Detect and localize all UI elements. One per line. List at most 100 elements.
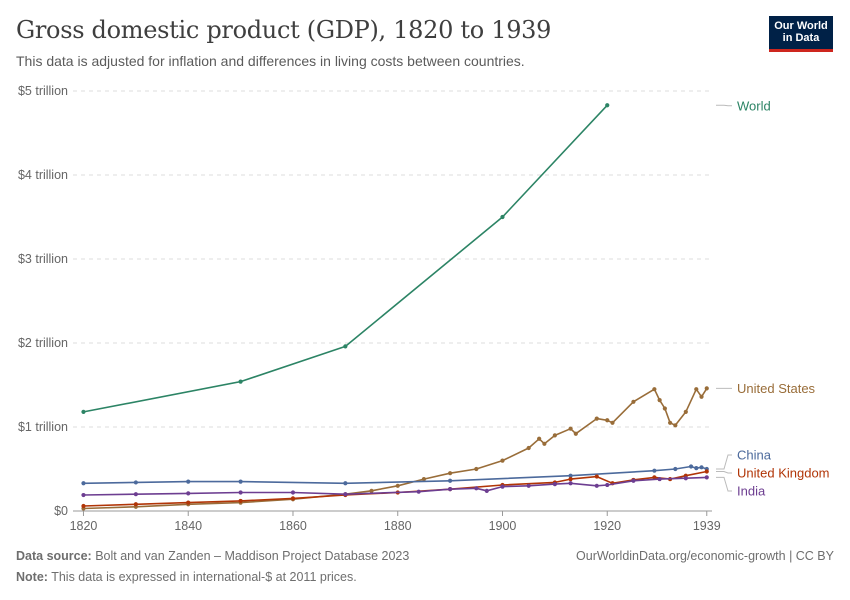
x-tick-label: 1840 (174, 519, 202, 533)
data-point (290, 496, 296, 501)
data-point (474, 466, 479, 472)
data-point (500, 484, 505, 489)
data-point (594, 483, 599, 488)
data-point (395, 483, 400, 488)
data-point (81, 409, 86, 414)
series-label: India (737, 484, 766, 499)
data-point (81, 481, 86, 486)
data-point (605, 482, 610, 488)
y-tick-label: $4 trillion (18, 168, 68, 182)
data-point (631, 478, 636, 483)
data-point (416, 489, 421, 494)
data-point (683, 409, 688, 414)
data-point (186, 479, 191, 484)
source-text[interactable]: Bolt and van Zanden – Maddison Project D… (95, 549, 410, 563)
x-tick-label: 1860 (279, 519, 307, 533)
data-point (133, 502, 138, 507)
data-point (568, 476, 573, 482)
data-point (552, 433, 557, 438)
label-connector (716, 454, 732, 470)
data-point (657, 476, 662, 482)
data-point (652, 475, 657, 480)
data-point (238, 379, 243, 384)
logo-line-2: in Data (782, 32, 820, 44)
data-point (537, 436, 542, 441)
data-point (652, 387, 657, 392)
x-tick-label: 1939 (693, 519, 721, 533)
data-point (81, 492, 86, 498)
data-point (238, 490, 243, 495)
data-point (484, 488, 489, 493)
data-source: Data source: Bolt and van Zanden – Maddi… (16, 549, 409, 563)
data-point (133, 480, 138, 485)
data-point (448, 471, 453, 476)
chart-subtitle: This data is adjusted for inflation and … (16, 53, 525, 69)
note-label: Note: (16, 570, 48, 584)
data-point (662, 406, 667, 411)
data-point (694, 466, 699, 471)
footer-url[interactable]: OurWorldinData.org/economic-growth | CC … (576, 549, 834, 563)
data-point (704, 469, 709, 474)
data-point (421, 476, 427, 482)
data-point (568, 426, 573, 431)
data-point (594, 474, 599, 479)
data-point (369, 488, 374, 493)
label-connector (716, 104, 732, 107)
series-line-united-kingdom (83, 470, 707, 507)
data-point (631, 399, 636, 404)
data-point (594, 416, 599, 421)
data-point (238, 498, 243, 504)
x-tick-label: 1920 (593, 519, 621, 533)
owid-logo[interactable]: Our World in Data (769, 16, 833, 52)
data-point (694, 387, 699, 392)
y-tick-label: $5 trillion (18, 84, 68, 98)
data-point (238, 479, 243, 484)
logo-line-1: Our World (774, 20, 828, 32)
data-point (343, 481, 348, 486)
data-point (500, 458, 505, 463)
chart-title: Gross domestic product (GDP), 1820 to 19… (16, 16, 552, 44)
series-line-china (83, 465, 708, 485)
source-label: Data source: (16, 549, 92, 563)
data-point (526, 445, 531, 451)
data-point (448, 487, 453, 492)
y-tick-label: $2 trillion (18, 336, 68, 350)
data-point (343, 492, 348, 497)
x-tick-label: 1900 (489, 519, 517, 533)
data-point (500, 214, 505, 220)
series-line-india (83, 476, 707, 496)
y-tick-label: $0 (54, 504, 68, 518)
data-point (699, 394, 704, 399)
label-connector (716, 476, 732, 492)
series-label: World (737, 98, 771, 113)
data-point (474, 486, 479, 491)
data-point (699, 465, 704, 470)
data-point (448, 478, 453, 483)
data-point (186, 491, 191, 496)
data-point (605, 103, 610, 108)
series-label: United Kingdom (737, 466, 830, 481)
data-point (704, 386, 709, 391)
data-point (81, 503, 86, 509)
data-point (542, 441, 547, 446)
data-note: Note: This data is expressed in internat… (16, 570, 357, 584)
data-point (673, 423, 678, 428)
data-point (605, 418, 610, 423)
data-point (573, 431, 578, 436)
data-point (673, 466, 678, 472)
data-point (688, 464, 694, 469)
data-point (568, 473, 573, 478)
series-line-united-states (83, 387, 708, 510)
data-point (133, 492, 138, 497)
note-text: This data is expressed in international-… (51, 570, 357, 584)
data-point (657, 398, 662, 403)
data-point (186, 500, 191, 505)
label-connector (716, 471, 732, 474)
data-point (343, 344, 348, 349)
series-label: China (737, 448, 772, 463)
data-point (526, 483, 531, 488)
data-point (552, 482, 557, 487)
data-point (704, 475, 709, 480)
series-label: United States (737, 381, 816, 396)
data-point (290, 490, 296, 495)
